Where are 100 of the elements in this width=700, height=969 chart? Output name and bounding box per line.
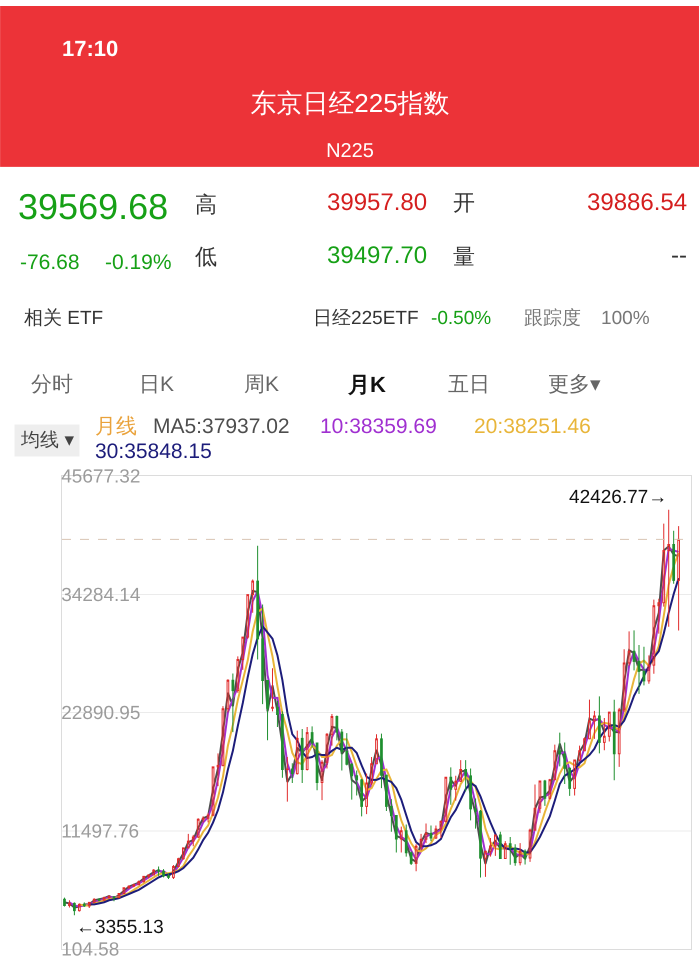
- candlestick: [498, 831, 502, 860]
- candlestick: [573, 759, 576, 796]
- candlestick: [226, 678, 230, 713]
- candlestick: [167, 872, 170, 880]
- candlestick: [345, 732, 348, 766]
- candlestick: [662, 523, 666, 608]
- candlestick: [296, 730, 299, 776]
- candlestick: [132, 883, 136, 888]
- text: 17:10: [62, 36, 118, 61]
- text: 更多▾: [548, 373, 601, 396]
- text: 高: [195, 192, 217, 217]
- candlestick: [102, 896, 106, 902]
- text: 跟踪度: [524, 307, 581, 329]
- candlestick: [544, 779, 546, 806]
- text: 月K: [347, 372, 386, 397]
- candlestick: [454, 775, 458, 802]
- candlestick: [430, 825, 432, 842]
- candlestick: [355, 770, 358, 796]
- candlestick: [202, 816, 205, 823]
- text: 低: [195, 244, 217, 269]
- candlestick: [326, 732, 328, 769]
- candlestick: [598, 696, 601, 754]
- candlestick: [360, 778, 364, 817]
- candlestick: [122, 886, 126, 895]
- candlestick: [88, 901, 91, 909]
- text: 日经225ETF: [313, 308, 419, 329]
- candlestick: [290, 762, 294, 784]
- candlestick: [380, 733, 383, 789]
- candlestick: [578, 745, 581, 762]
- candlestick: [310, 726, 314, 748]
- candlestick: [444, 776, 448, 823]
- candlestick: [232, 672, 234, 733]
- candlestick: [484, 850, 487, 878]
- candlestick: [420, 833, 422, 851]
- text: -0.50%: [431, 308, 492, 329]
- text: 39497.70: [327, 242, 428, 269]
- candlestick: [241, 636, 244, 670]
- candlestick: [414, 844, 418, 872]
- candlestick: [137, 880, 140, 886]
- candlestick: [82, 902, 86, 908]
- candlestick: [618, 707, 621, 768]
- text: 39569.68: [18, 186, 168, 227]
- candlestick: [286, 756, 289, 802]
- text: 日K: [139, 373, 174, 396]
- candlestick: [588, 699, 591, 740]
- candlestick: [261, 604, 264, 705]
- candlestick: [177, 857, 180, 868]
- candlestick: [73, 902, 76, 916]
- candlestick: [404, 824, 408, 858]
- candlestick: [489, 837, 492, 858]
- candlestick: [508, 836, 512, 866]
- candlestick: [281, 710, 284, 778]
- candlestick: [400, 826, 403, 854]
- candlestick: [593, 710, 596, 740]
- candlestick: [118, 892, 120, 899]
- text: 100%: [601, 308, 650, 329]
- y-tick-label: 45677.32: [61, 466, 140, 488]
- candlestick: [667, 509, 670, 628]
- text: -76.68: [20, 251, 80, 274]
- candlestick: [394, 814, 398, 854]
- text: 开: [453, 190, 475, 215]
- text: 10:38359.69: [320, 415, 437, 438]
- candlestick: [538, 780, 542, 814]
- candlestick: [98, 898, 101, 902]
- candlestick: [638, 644, 640, 694]
- y-tick-label: 11497.76: [61, 821, 140, 842]
- candlestick: [652, 599, 656, 674]
- candlestick: [390, 798, 393, 832]
- candlestick: [410, 850, 413, 866]
- candlestick: [608, 711, 611, 742]
- candlestick: [157, 866, 160, 876]
- candlestick: [63, 897, 66, 907]
- candlestick: [524, 848, 526, 866]
- candlestick: [375, 734, 378, 765]
- candlestick: [583, 736, 586, 752]
- candlestick: [336, 715, 338, 741]
- chart-title: 东京日经225指数: [250, 88, 450, 118]
- candlestick: [350, 762, 354, 800]
- legend-title: 月线: [95, 415, 137, 438]
- candlestick: [385, 774, 388, 812]
- candlestick: [677, 526, 680, 632]
- text: 分时: [31, 373, 73, 396]
- candlestick: [276, 700, 279, 728]
- candlestick: [434, 825, 438, 840]
- text: -0.19%: [105, 251, 172, 274]
- candlestick: [528, 828, 532, 862]
- candlestick: [266, 680, 269, 741]
- candlestick: [92, 898, 96, 904]
- text: 五日: [448, 373, 490, 396]
- candlestick: [212, 766, 214, 817]
- candlestick: [602, 718, 606, 751]
- candlestick: [162, 868, 165, 878]
- text: 均线 ▾: [20, 430, 74, 451]
- candlestick: [142, 875, 146, 884]
- candlestick: [316, 742, 318, 791]
- candlestick: [320, 760, 324, 801]
- candlestick: [370, 756, 373, 786]
- text: 39957.80: [327, 189, 428, 216]
- candlestick: [112, 896, 116, 902]
- candlestick: [251, 579, 254, 614]
